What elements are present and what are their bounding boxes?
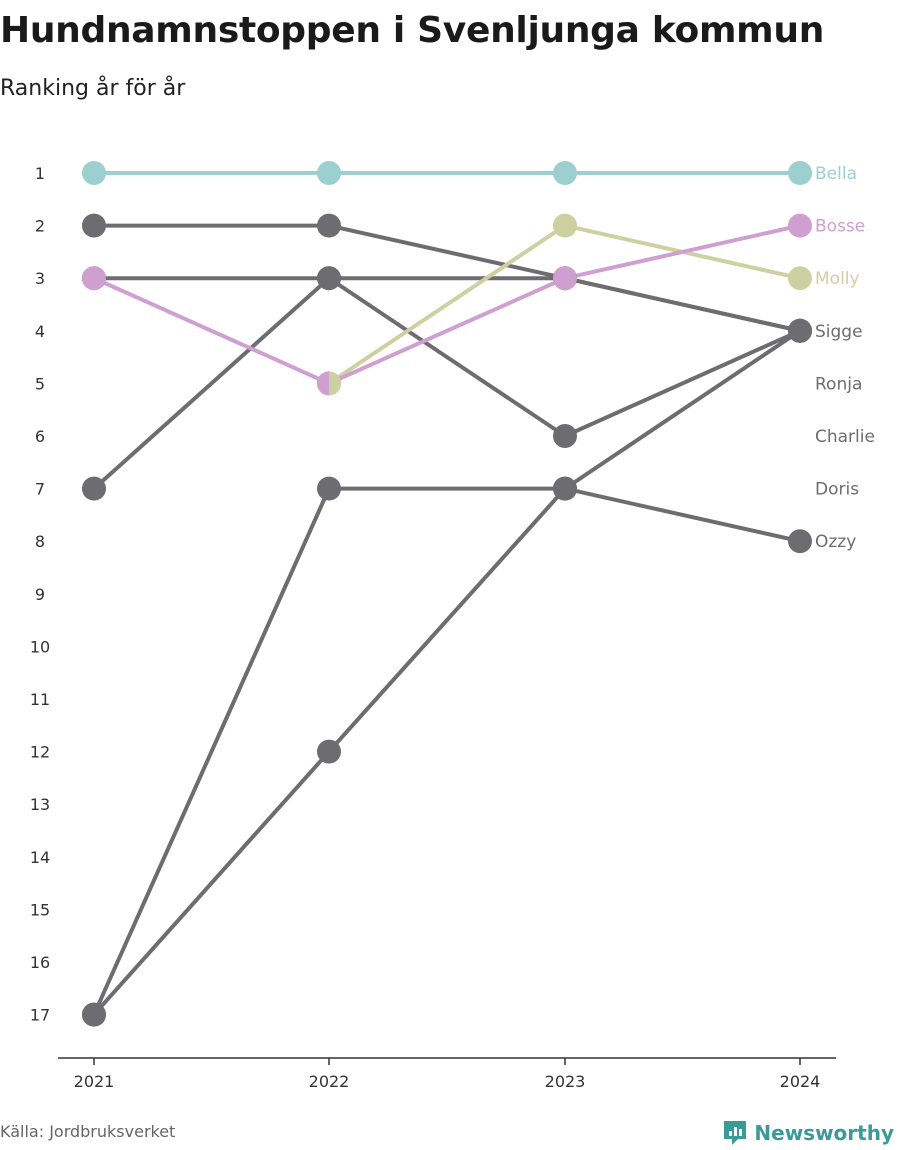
series-line-doris (563, 328, 802, 491)
data-point-ozzy (553, 476, 577, 501)
data-point-sigge (317, 213, 341, 238)
data-point-doris (788, 318, 812, 343)
y-tick-label: 8 (35, 532, 45, 551)
chart-title: Hundnamnstoppen i Svenljunga kommun (0, 10, 825, 51)
end-label-molly: Molly (815, 269, 860, 289)
y-tick-label: 17 (30, 1006, 50, 1025)
data-point-ozzy (317, 476, 341, 501)
data-point-charlie (317, 266, 341, 291)
series-line-ozzy (563, 486, 802, 544)
series-line-bosse (327, 276, 567, 386)
y-tick-label: 15 (30, 900, 50, 919)
data-point-charlie (82, 476, 106, 501)
y-tick-label: 14 (30, 848, 50, 867)
brand-name: Newsworthy (754, 1121, 894, 1145)
end-label-sigge: Sigge (815, 322, 863, 342)
end-label-doris: Doris (815, 480, 859, 500)
end-label-bella: Bella (815, 164, 857, 184)
y-tick-label: 3 (35, 269, 45, 288)
data-point-bella (788, 161, 812, 185)
series-line-charlie (327, 276, 567, 438)
brand-logo: Newsworthy (722, 1119, 894, 1147)
data-point-molly-half (329, 371, 341, 396)
series-line-sigge (327, 223, 567, 281)
chart-subtitle: Ranking år för år (0, 76, 186, 101)
end-label-charlie: Charlie (815, 427, 875, 447)
y-tick-label: 10 (30, 637, 50, 656)
end-label-ronja: Ronja (815, 374, 862, 394)
data-point-molly (553, 213, 577, 238)
y-tick-label: 11 (30, 690, 50, 709)
end-label-ozzy: Ozzy (815, 532, 856, 552)
data-point-bosse (82, 266, 106, 291)
y-tick-label: 5 (35, 374, 45, 393)
y-tick-label: 13 (30, 795, 50, 814)
series-line-charlie (563, 328, 802, 438)
y-tick-label: 9 (35, 585, 45, 604)
series-line-ozzy (92, 486, 331, 1017)
data-point-charlie (553, 424, 577, 448)
data-point-bosse (553, 266, 577, 291)
data-point-bella (317, 161, 341, 185)
series-line-doris (327, 486, 567, 754)
data-point-ozzy (82, 1002, 106, 1027)
data-point-ozzy (788, 529, 812, 554)
series-line-charlie (92, 276, 331, 491)
y-tick-label: 16 (30, 953, 50, 972)
y-tick-label: 1 (35, 164, 45, 183)
series-line-doris (92, 749, 331, 1017)
series-line-ronja (563, 276, 802, 333)
y-tick-label: 12 (30, 743, 50, 762)
end-label-bosse: Bosse (815, 217, 865, 237)
data-point-bosse-half (317, 371, 329, 396)
data-point-doris (317, 739, 341, 764)
x-tick-label: 2024 (780, 1072, 821, 1091)
series-line-molly (327, 223, 567, 386)
data-point-sigge (82, 213, 106, 238)
data-point-molly (788, 266, 812, 291)
y-tick-label: 4 (35, 322, 45, 341)
x-tick-label: 2021 (74, 1072, 115, 1091)
data-point-bella (82, 161, 106, 185)
source-note: Källa: Jordbruksverket (0, 1122, 176, 1141)
y-tick-label: 6 (35, 427, 45, 446)
series-line-bosse (92, 276, 331, 386)
y-tick-label: 7 (35, 480, 45, 499)
x-tick-label: 2022 (309, 1072, 350, 1091)
series-line-bosse (563, 223, 802, 281)
x-tick-label: 2023 (545, 1072, 586, 1091)
newsworthy-icon (724, 1121, 747, 1145)
data-point-bosse (788, 213, 812, 238)
data-point-bella (553, 161, 577, 185)
y-tick-label: 2 (35, 217, 45, 236)
